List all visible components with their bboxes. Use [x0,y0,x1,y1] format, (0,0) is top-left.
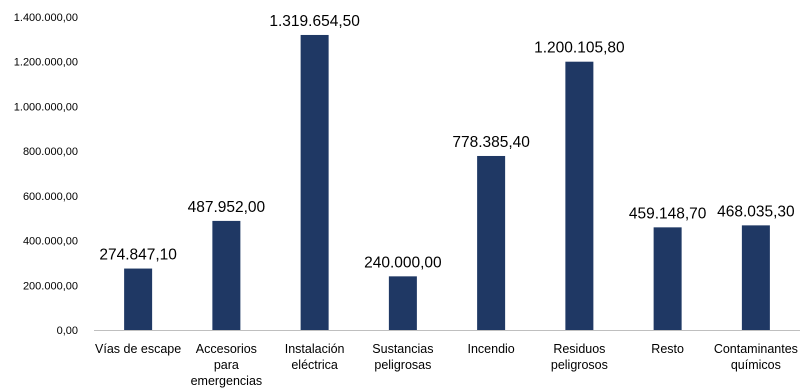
data-label: 1.319.654,50 [269,13,360,30]
y-tick-label: 800.000,00 [23,146,78,158]
bars [124,34,770,331]
category-label: Resto [651,342,684,356]
data-label: 487.952,00 [188,199,266,216]
category-labels: Vías de escape Accesorios para emergencias I… [95,342,798,388]
y-tick-label: 400.000,00 [23,236,78,248]
bar [124,268,153,330]
category-label: Accesorios para emergencias [191,342,263,388]
y-tick-label: 600.000,00 [23,191,78,203]
y-tick-label: 1.400.000,00 [14,12,78,24]
bar [212,220,241,330]
data-label: 1.200.105,80 [534,40,625,57]
bar [477,155,506,330]
bar [653,227,682,330]
category-label: Instalación eléctrica [285,342,345,372]
data-label: 240.000,00 [364,254,442,271]
bar [565,61,594,330]
y-tick-label: 1.200.000,00 [14,57,78,69]
category-label: Contaminantes químicos [714,342,798,372]
data-labels: 274.847,10 487.952,00 1.319.654,50 240.000,… [99,13,795,271]
category-label: Sustancias peligrosas [372,342,433,372]
data-label: 778.385,40 [452,134,530,151]
data-label: 459.148,70 [629,205,707,222]
category-label: Vías de escape [95,342,181,356]
y-tick-label: 1.000.000,00 [14,101,78,113]
category-label: Residuos peligrosos [551,342,608,372]
category-label: Incendio [467,342,514,356]
y-axis-ticks: 0,00 200.000,00 400.000,00 600.000,00 800.00… [14,12,78,337]
data-label: 274.847,10 [99,247,177,264]
bar [300,34,329,331]
bar [388,276,417,330]
y-tick-label: 200.000,00 [23,280,78,292]
data-label: 468.035,30 [717,203,795,220]
y-tick-label: 0,00 [57,325,78,337]
bar [741,225,770,330]
